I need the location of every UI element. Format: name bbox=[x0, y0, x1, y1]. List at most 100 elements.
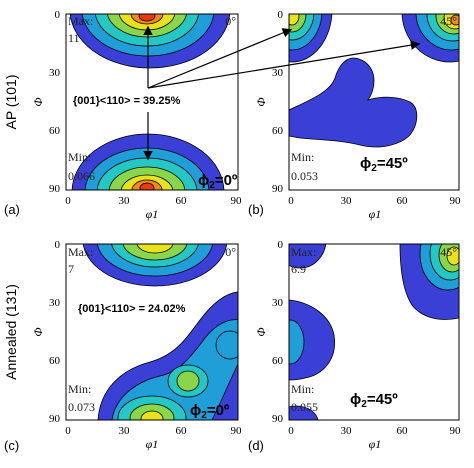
phi2-label-b: ϕ2=45º bbox=[360, 155, 408, 174]
phi2-label-a: ϕ2=0º bbox=[198, 172, 238, 191]
contour-level5 bbox=[289, 14, 300, 26]
panel-b bbox=[288, 13, 460, 191]
y-tick: 30 bbox=[272, 67, 284, 79]
contour-level2 bbox=[111, 319, 238, 420]
panel-d-contours bbox=[289, 244, 459, 420]
min-value: 0.073 bbox=[68, 400, 95, 414]
max-label: Max: bbox=[68, 14, 93, 28]
contour-level2 bbox=[215, 330, 238, 360]
contour-level2 bbox=[289, 319, 305, 365]
y-tick: 90 bbox=[272, 413, 284, 425]
min-value: 0.053 bbox=[291, 169, 318, 183]
x-tick: 60 bbox=[176, 195, 188, 207]
y-tick: 30 bbox=[49, 67, 61, 79]
max-value: 7 bbox=[68, 262, 74, 276]
y-tick: 0 bbox=[278, 9, 284, 21]
x-tick: 90 bbox=[450, 425, 462, 437]
contour-level1 bbox=[289, 299, 336, 381]
y-tick: 30 bbox=[272, 297, 284, 309]
y-tick: 90 bbox=[49, 183, 61, 195]
y-axis-label: Φ bbox=[31, 327, 45, 336]
phi2-value: =0º bbox=[215, 172, 238, 189]
texture-annotations: {001}<110> = 39.25% {001}<110> = 24.02% bbox=[73, 95, 186, 315]
y-tick: 60 bbox=[49, 125, 61, 137]
y-tick: 60 bbox=[49, 355, 61, 367]
max-value: 11 bbox=[68, 31, 80, 45]
phi2-label-d: ϕ2=45º bbox=[350, 391, 398, 410]
x-tick: 90 bbox=[231, 195, 243, 207]
phi2-label-c: ϕ2=0º bbox=[190, 402, 230, 421]
y-tick: 0 bbox=[55, 9, 61, 21]
row-label-ap: AP (101) bbox=[3, 75, 19, 130]
contour-level7 bbox=[138, 14, 156, 22]
y-tick: 90 bbox=[272, 183, 284, 195]
y-tick: 90 bbox=[49, 413, 61, 425]
min-value: 0.055 bbox=[291, 400, 318, 414]
panel-d bbox=[288, 243, 460, 421]
x-axis-label: φ1 bbox=[369, 437, 382, 451]
y-tick: 30 bbox=[49, 297, 61, 309]
phi2-subscript: 2 bbox=[209, 180, 215, 191]
contour-level6 bbox=[450, 14, 459, 26]
row-labels: AP (101) Annealed (131) bbox=[3, 75, 19, 380]
panel-a-frame bbox=[65, 13, 239, 191]
y-tick: 0 bbox=[278, 239, 284, 251]
phi2-labels: ϕ2=0º ϕ2=45º ϕ2=0º ϕ2=45º bbox=[190, 155, 408, 421]
phi2-value: =45º bbox=[367, 391, 398, 408]
contour-level4 bbox=[176, 370, 200, 392]
contour-level5 bbox=[140, 410, 164, 420]
arrow-to-b-left bbox=[147, 28, 293, 89]
panel-stats: Max: 11 Min: 0.066 0° Min: 0.053 45° Max… bbox=[68, 14, 457, 414]
y-tick: 0 bbox=[55, 239, 61, 251]
annotation-arrows bbox=[143, 25, 421, 161]
texture-label-annealed: {001}<110> = 24.02% bbox=[78, 303, 186, 315]
phi2-subscript: 2 bbox=[201, 410, 207, 421]
x-tick: 0 bbox=[65, 195, 71, 207]
x-tick: 30 bbox=[341, 195, 353, 207]
x-axis-label: φ1 bbox=[146, 437, 159, 451]
phi2-subscript: 2 bbox=[361, 399, 367, 410]
angle-label: 45° bbox=[440, 245, 457, 259]
phi2-symbol: ϕ bbox=[198, 172, 209, 189]
x-tick: 90 bbox=[450, 195, 462, 207]
panel-letter-b: (b) bbox=[248, 202, 264, 217]
angle-label: 0° bbox=[225, 245, 236, 259]
contour-level1 bbox=[289, 244, 327, 269]
contour-level1 bbox=[289, 405, 319, 420]
panel-b-frame bbox=[288, 13, 460, 191]
x-axis-label: φ1 bbox=[369, 207, 382, 221]
x-tick: 0 bbox=[65, 425, 71, 437]
x-tick: 30 bbox=[341, 425, 353, 437]
x-tick: 30 bbox=[119, 425, 131, 437]
panel-c-contours bbox=[82, 244, 238, 420]
panel-letter-d: (d) bbox=[248, 438, 264, 453]
x-axis-label: φ1 bbox=[146, 207, 159, 221]
panel-d-frame bbox=[288, 243, 460, 421]
contour-level5 bbox=[136, 244, 174, 254]
row-label-annealed: Annealed (131) bbox=[3, 284, 19, 380]
arrow-to-b-right bbox=[147, 40, 421, 89]
min-label: Min: bbox=[68, 382, 91, 396]
phi2-symbol: ϕ bbox=[360, 155, 371, 172]
texture-label-ap: {001}<110> = 39.25% bbox=[73, 95, 181, 107]
contour-level1 bbox=[289, 57, 418, 148]
y-axis-label: Φ bbox=[254, 327, 268, 336]
panel-letters: (a) (b) (c) (d) bbox=[4, 202, 264, 453]
y-tick: 60 bbox=[272, 125, 284, 137]
min-value: 0.066 bbox=[68, 169, 95, 183]
min-label: Min: bbox=[68, 150, 91, 164]
x-tick: 30 bbox=[119, 195, 131, 207]
x-tick: 0 bbox=[288, 425, 294, 437]
y-axis-label: Φ bbox=[31, 97, 45, 106]
x-tick: 0 bbox=[288, 195, 294, 207]
panel-c bbox=[65, 243, 239, 421]
phi2-value: =45º bbox=[377, 155, 408, 172]
contour-level4 bbox=[122, 244, 188, 261]
phi2-symbol: ϕ bbox=[350, 391, 361, 408]
axis-symbols: φ1 φ1 φ1 φ1 Φ Φ Φ Φ bbox=[31, 97, 381, 451]
angle-label: 45° bbox=[440, 14, 457, 28]
max-value: 6.9 bbox=[291, 262, 306, 276]
y-axis-label: Φ bbox=[254, 97, 268, 106]
max-label: Max: bbox=[68, 245, 93, 259]
